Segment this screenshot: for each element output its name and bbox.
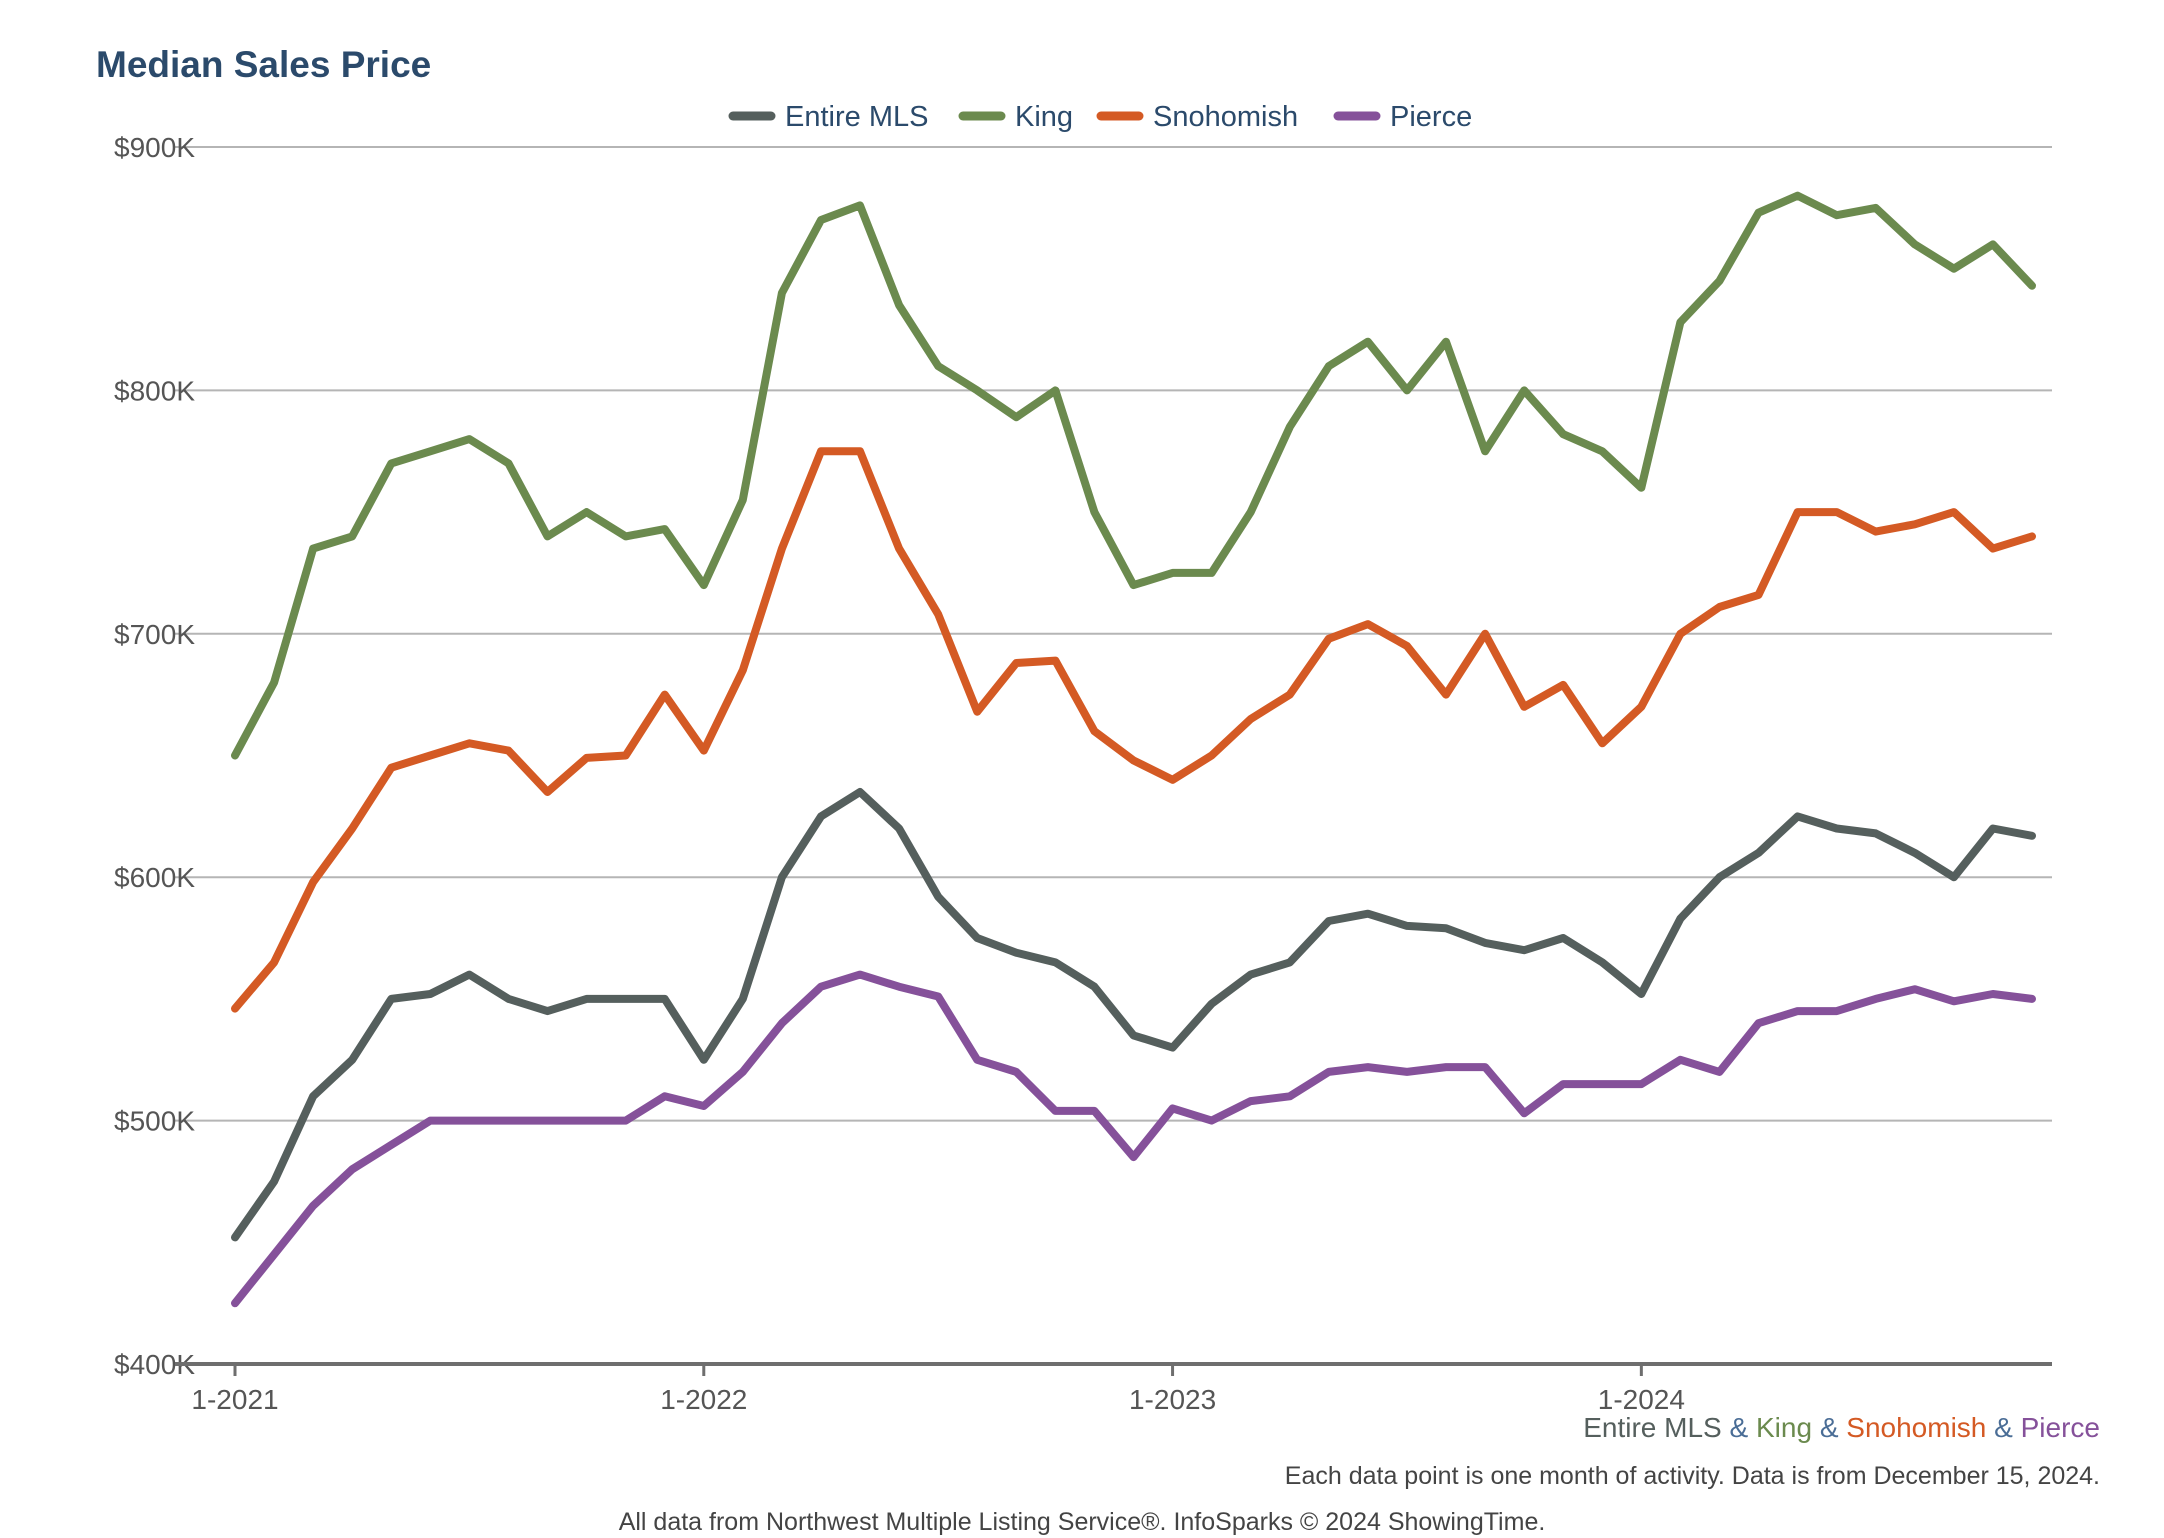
y-axis: $400K$500K$600K$700K$800K$900K (114, 132, 195, 1380)
series-line-pierce (231, 970, 2036, 1308)
legend-label: Pierce (1390, 101, 1472, 133)
series-caption: Entire MLS & King & Snohomish & Pierce (1583, 1412, 2100, 1444)
series-line-entire-mls (231, 788, 2036, 1242)
y-tick-label: $500K (114, 1106, 195, 1137)
y-tick-label: $800K (114, 375, 195, 406)
caption-pierce: Pierce (2020, 1412, 2100, 1443)
x-tick-label: 1-2024 (1598, 1384, 1685, 1415)
data-note: Each data point is one month of activity… (1284, 1462, 2100, 1490)
legend: Entire MLS King Snohomish Pierce (728, 101, 1472, 133)
gridlines (175, 146, 2052, 1122)
caption-amp: & (1729, 1412, 1749, 1443)
caption-entire-mls: Entire MLS (1583, 1412, 1722, 1443)
series-line-snohomish (231, 447, 2036, 1013)
page-title: Median Sales Price (96, 44, 432, 85)
x-tick-label: 1-2022 (660, 1384, 747, 1415)
caption-snohomish: Snohomish (1846, 1412, 1987, 1443)
legend-label: King (1015, 101, 1073, 133)
series-lines (231, 191, 2036, 1308)
x-tick-label: 1-2023 (1129, 1384, 1216, 1415)
legend-label: Snohomish (1153, 101, 1298, 133)
y-tick-label: $700K (114, 619, 195, 650)
y-tick-label: $900K (114, 132, 195, 163)
caption-amp: & (1994, 1412, 2013, 1443)
source-credit: All data from Northwest Multiple Listing… (618, 1508, 1546, 1536)
caption-amp: & (1819, 1412, 1839, 1443)
x-tick-label: 1-2021 (191, 1384, 278, 1415)
caption-king: King (1755, 1412, 1813, 1443)
legend-label: Entire MLS (785, 101, 928, 133)
series-line-king (231, 191, 2036, 760)
y-tick-label: $600K (114, 862, 195, 893)
x-axis: 1-2021 1-2022 1-2023 1-2024 (175, 1362, 2052, 1415)
